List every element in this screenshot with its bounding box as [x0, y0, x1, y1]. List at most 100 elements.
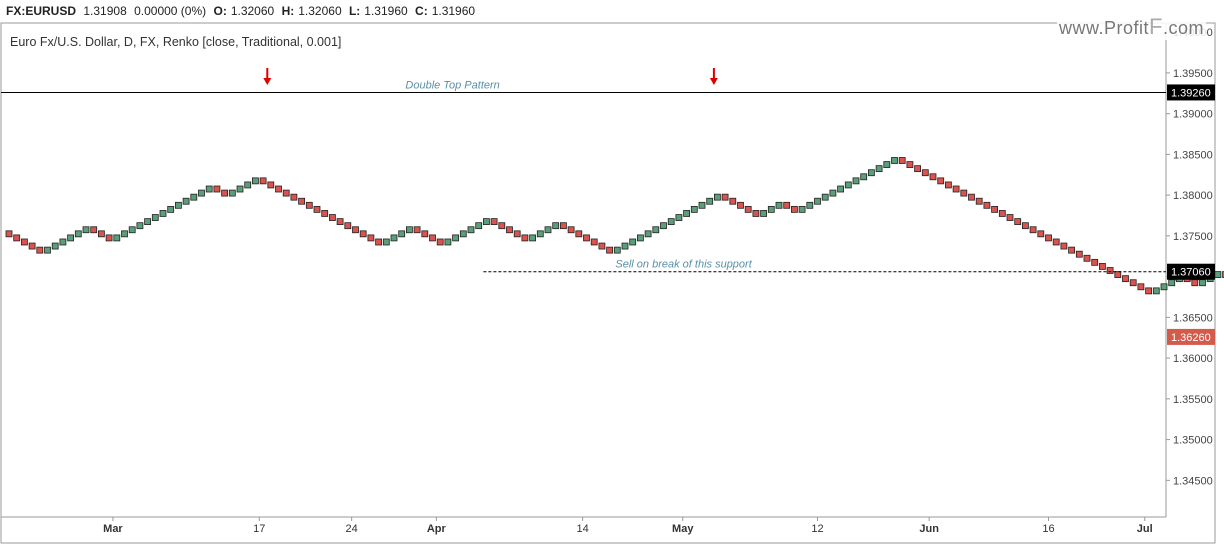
renko-brick-down	[498, 222, 506, 230]
renko-chart[interactable]: Euro Fx/U.S. Dollar, D, FX, Renko [close…	[0, 22, 1224, 545]
renko-brick-down	[275, 185, 282, 193]
renko-brick-down	[721, 193, 729, 201]
renko-brick-down	[436, 238, 444, 246]
renko-brick-up	[706, 197, 714, 205]
renko-brick-down	[20, 238, 28, 246]
renko-brick-up	[82, 226, 90, 234]
renko-brick-down	[914, 165, 921, 173]
renko-brick-down	[1122, 275, 1129, 283]
renko-brick-down	[921, 169, 929, 177]
renko-brick-down	[1037, 230, 1045, 238]
renko-brick-up	[59, 238, 67, 246]
renko-brick-up	[121, 230, 128, 238]
chart-frame	[0, 22, 1216, 544]
renko-brick-up	[683, 210, 690, 217]
current-price-label: 1.36260	[1171, 332, 1211, 344]
renko-brick-down	[937, 177, 945, 185]
renko-brick-up	[852, 177, 860, 185]
renko-brick-up	[151, 214, 159, 221]
renko-brick-up	[182, 197, 190, 205]
renko-brick-down	[13, 234, 21, 242]
renko-brick-down	[98, 230, 105, 238]
renko-brick-down	[1029, 226, 1037, 234]
renko-brick-up	[452, 234, 460, 242]
renko-brick-down	[367, 234, 375, 242]
renko-brick-up	[67, 234, 74, 242]
renko-brick-up	[382, 238, 390, 246]
renko-brick-up	[675, 214, 683, 221]
high-value: 1.32060	[298, 4, 342, 18]
renko-brick-up	[821, 193, 829, 201]
renko-brick-down	[737, 201, 744, 209]
renko-brick-up	[205, 185, 213, 193]
renko-brick-down	[1145, 287, 1152, 295]
renko-brick-up	[444, 238, 452, 246]
renko-brick-down	[560, 222, 567, 230]
watermark-suffix: .com	[1162, 18, 1204, 38]
renko-brick-up	[837, 185, 844, 193]
y-tick-label: 1.36000	[1173, 353, 1213, 365]
renko-brick-down	[968, 193, 975, 201]
x-tick-label: 16	[1042, 523, 1054, 535]
renko-brick-up	[652, 226, 660, 234]
renko-brick-up	[136, 222, 144, 230]
renko-brick-up	[868, 169, 875, 177]
renko-brick-down	[429, 234, 436, 242]
line-annotation: Double Top Pattern	[405, 79, 499, 91]
renko-brick-up	[459, 230, 467, 238]
renko-brick-up	[467, 226, 475, 234]
y-tick-label: 1.39500	[1173, 68, 1213, 80]
renko-brick-up	[798, 205, 806, 213]
renko-brick-up	[767, 205, 775, 213]
low-label: L:	[348, 4, 361, 18]
x-tick-label: 12	[811, 523, 823, 535]
x-tick-label: 14	[577, 523, 589, 535]
renko-brick-up	[552, 222, 560, 230]
renko-brick-down	[1014, 218, 1022, 226]
renko-brick-up	[629, 238, 637, 246]
renko-brick-down	[606, 246, 613, 254]
renko-brick-down	[1075, 250, 1083, 258]
renko-brick-down	[359, 230, 367, 238]
renko-brick-down	[344, 222, 352, 230]
renko-brick-up	[190, 193, 198, 201]
x-tick-label: Apr	[427, 523, 447, 535]
line-annotation: Sell on break of this support	[615, 259, 752, 271]
renko-brick-up	[536, 230, 544, 238]
x-tick-label: Jul	[1137, 523, 1153, 535]
y-tick-label: 1.35000	[1173, 435, 1213, 447]
renko-brick-down	[1060, 242, 1068, 250]
low-value: 1.31960	[364, 4, 408, 18]
renko-brick-down	[298, 197, 306, 205]
renko-brick-down	[898, 157, 906, 164]
renko-brick-down	[1083, 254, 1091, 262]
close-label: C:	[415, 4, 428, 18]
renko-brick-down	[213, 185, 221, 193]
renko-brick-up	[883, 161, 891, 168]
price-tag	[1167, 84, 1215, 101]
symbol-name[interactable]: FX:EURUSD	[6, 4, 77, 18]
renko-brick-down	[513, 230, 521, 238]
renko-brick-up	[128, 226, 136, 234]
renko-brick-down	[282, 189, 290, 197]
renko-brick-down	[313, 205, 321, 213]
watermark-logo: www.ProfitF.com	[1057, 14, 1206, 40]
renko-brick-down	[5, 230, 13, 238]
open-value: 1.32060	[230, 4, 275, 18]
price-tag	[1167, 263, 1215, 280]
renko-brick-down	[421, 230, 429, 238]
y-tick-label: 1.35500	[1173, 394, 1213, 406]
renko-brick-down	[1006, 214, 1014, 221]
y-tick-label: 1.38000	[1173, 190, 1213, 202]
renko-brick-down	[1068, 246, 1075, 254]
renko-brick-down	[1045, 234, 1052, 242]
chart-title: Euro Fx/U.S. Dollar, D, FX, Renko [close…	[10, 35, 341, 49]
renko-brick-up	[159, 210, 167, 217]
renko-brick-up	[667, 218, 675, 226]
renko-brick-down	[221, 189, 229, 197]
y-tick-label: 1.34500	[1173, 475, 1213, 487]
x-tick-label: 17	[253, 523, 265, 535]
renko-brick-up	[475, 222, 483, 230]
renko-brick-up	[829, 189, 837, 197]
renko-brick-up	[714, 193, 721, 201]
